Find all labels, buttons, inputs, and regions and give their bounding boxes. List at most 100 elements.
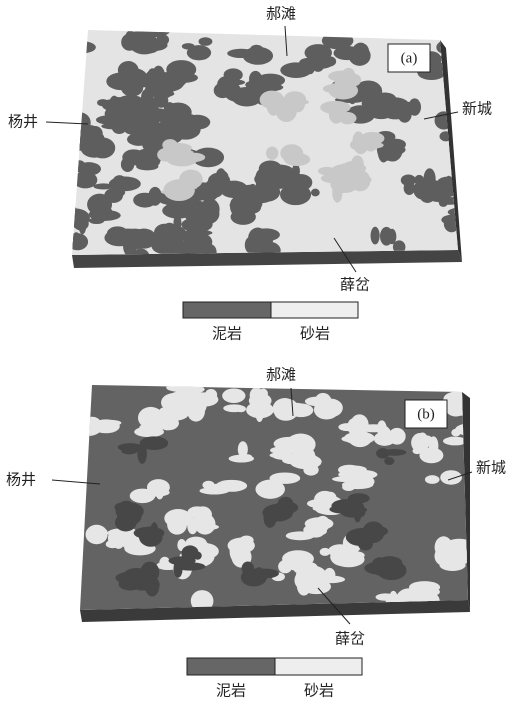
- texture-patch: [145, 575, 159, 596]
- legend-swatch: [187, 658, 275, 675]
- texture-patch: [358, 538, 373, 551]
- place-label: 杨井: [8, 113, 38, 130]
- texture-patch: [179, 169, 202, 189]
- texture-patch: [121, 447, 137, 454]
- place-label: 新城: [476, 459, 506, 476]
- texture-patch: [266, 94, 280, 116]
- texture-patch: [63, 169, 71, 190]
- texture-patch: [242, 561, 255, 575]
- texture-patch: [317, 576, 345, 584]
- texture-patch: [73, 160, 86, 172]
- legend-swatch: [271, 302, 358, 318]
- texture-patch: [320, 548, 331, 556]
- texture-patch: [329, 83, 339, 91]
- texture-patch: [245, 237, 255, 253]
- legend-a: 泥岩 砂岩: [183, 302, 358, 342]
- texture-patch: [284, 91, 306, 108]
- texture-patch: [470, 395, 480, 408]
- texture-patch: [377, 420, 386, 435]
- texture-patch: [348, 493, 370, 503]
- model-b: (b): [73, 383, 490, 622]
- texture-patch: [320, 399, 343, 417]
- texture-patch: [114, 229, 144, 236]
- texture-patch: [270, 452, 293, 458]
- texture-patch: [116, 502, 144, 520]
- texture-patch: [97, 99, 109, 106]
- texture-patch: [417, 433, 428, 449]
- texture-patch: [166, 143, 192, 153]
- texture-patch: [408, 98, 421, 115]
- texture-patch: [182, 43, 195, 50]
- texture-patch: [456, 209, 480, 225]
- texture-patch: [50, 204, 79, 224]
- texture-patch: [450, 54, 459, 66]
- texture-patch: [89, 210, 120, 221]
- texture-patch: [161, 393, 188, 412]
- texture-patch: [320, 101, 350, 114]
- texture-patch: [437, 541, 447, 551]
- place-label: 新城: [462, 100, 492, 117]
- texture-patch: [169, 556, 196, 565]
- texture-patch: [371, 557, 389, 575]
- texture-patch: [64, 29, 87, 50]
- texture-patch: [292, 164, 300, 178]
- texture-patch: [266, 146, 278, 159]
- texture-patch: [448, 207, 475, 216]
- panel-label: (b): [417, 406, 435, 422]
- texture-patch: [59, 163, 69, 170]
- texture-patch: [230, 541, 238, 561]
- texture-patch: [430, 447, 440, 456]
- texture-patch: [133, 105, 161, 117]
- texture-patch: [423, 188, 439, 197]
- texture-patch: [100, 420, 121, 426]
- texture-patch: [230, 199, 239, 214]
- texture-patch: [349, 46, 371, 66]
- texture-patch: [101, 123, 125, 130]
- texture-patch: [264, 229, 273, 249]
- texture-patch: [52, 217, 70, 224]
- texture-patch: [72, 33, 85, 50]
- texture-patch: [235, 189, 264, 197]
- texture-patch: [131, 100, 145, 107]
- texture-patch: [471, 551, 483, 568]
- model-a: (a): [47, 20, 479, 268]
- texture-patch: [274, 501, 299, 514]
- texture-patch: [130, 31, 147, 37]
- texture-patch: [445, 176, 453, 194]
- texture-patch: [164, 509, 192, 528]
- texture-patch: [157, 73, 174, 95]
- legend-swatch: [183, 302, 271, 318]
- figure: (a) 郝滩 杨井 新城 薛岔 泥岩 砂岩 (b) 郝滩 杨井 新城 薛岔 泥岩…: [0, 0, 513, 704]
- texture-patch: [424, 168, 436, 189]
- texture-patch: [286, 434, 316, 456]
- texture-patch: [108, 529, 124, 548]
- texture-patch: [227, 49, 255, 58]
- texture-patch: [50, 132, 73, 142]
- texture-patch: [49, 217, 65, 229]
- legend-label: 砂岩: [304, 682, 334, 699]
- texture-patch: [158, 108, 189, 128]
- page: {"panels": [ {"label": "(a)", "places": …: [0, 0, 513, 704]
- texture-patch: [352, 131, 364, 149]
- texture-patch: [162, 203, 194, 219]
- texture-patch: [145, 413, 167, 431]
- legend-swatch: [275, 658, 362, 675]
- texture-patch: [61, 208, 90, 227]
- texture-patch: [107, 188, 125, 197]
- texture-patch: [414, 175, 424, 186]
- panel-label: (a): [401, 50, 418, 66]
- texture-patch: [305, 517, 334, 530]
- texture-patch: [137, 444, 147, 464]
- texture-patch: [457, 119, 471, 133]
- texture-patch: [162, 223, 177, 241]
- texture-patch: [192, 524, 219, 530]
- texture-patch: [259, 389, 268, 399]
- place-label: 杨井: [6, 471, 36, 488]
- texture-patch: [449, 39, 466, 58]
- texture-patch: [86, 525, 108, 545]
- legend-b: 泥岩 砂岩: [187, 658, 362, 699]
- texture-patch: [207, 484, 235, 493]
- texture-patch: [442, 39, 471, 51]
- texture-patch: [330, 549, 354, 566]
- texture-patch: [465, 212, 473, 219]
